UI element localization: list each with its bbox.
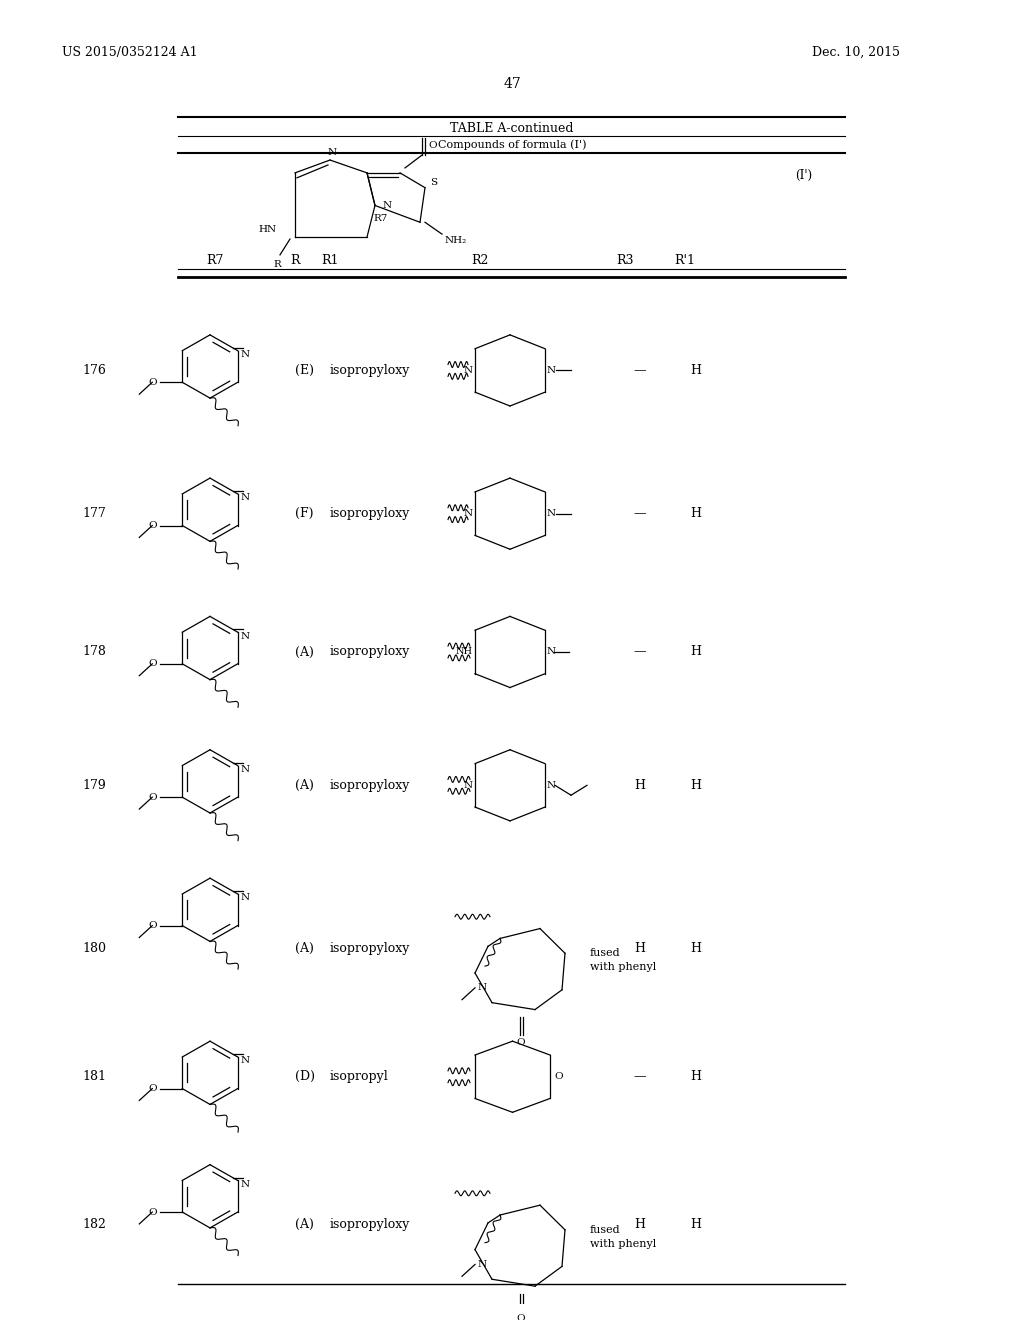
Text: N: N [241, 350, 250, 359]
Text: H: H [635, 1218, 645, 1232]
Text: 182: 182 [82, 1218, 105, 1232]
Text: isopropyloxy: isopropyloxy [330, 779, 411, 792]
Text: O: O [517, 1038, 525, 1047]
Text: with phenyl: with phenyl [590, 1238, 656, 1249]
Text: 178: 178 [82, 645, 105, 659]
Text: (A): (A) [295, 645, 314, 659]
Text: N: N [547, 510, 556, 519]
Text: (I'): (I') [795, 169, 812, 182]
Text: —: — [634, 1071, 646, 1084]
Text: N: N [547, 366, 556, 375]
Text: isopropyloxy: isopropyloxy [330, 645, 411, 659]
Text: N: N [328, 148, 337, 157]
Text: isopropyl: isopropyl [330, 1071, 389, 1084]
Text: —: — [634, 645, 646, 659]
Text: H: H [690, 779, 701, 792]
Text: N: N [464, 781, 473, 789]
Text: O: O [554, 1072, 562, 1081]
Text: isopropyloxy: isopropyloxy [330, 942, 411, 954]
Text: (A): (A) [295, 1218, 314, 1232]
Text: S: S [430, 178, 437, 187]
Text: (F): (F) [295, 507, 313, 520]
Text: with phenyl: with phenyl [590, 962, 656, 972]
Text: N: N [241, 1180, 250, 1189]
Text: R7: R7 [373, 214, 387, 223]
Text: NH₂: NH₂ [445, 235, 467, 244]
Text: isopropyloxy: isopropyloxy [330, 507, 411, 520]
Text: R: R [290, 255, 300, 267]
Text: (A): (A) [295, 779, 314, 792]
Text: 47: 47 [503, 77, 521, 91]
Text: (D): (D) [295, 1071, 315, 1084]
Text: Compounds of formula (I'): Compounds of formula (I') [437, 140, 587, 150]
Text: R'1: R'1 [675, 255, 695, 267]
Text: N: N [477, 1259, 486, 1269]
Text: R1: R1 [322, 255, 339, 267]
Text: N: N [464, 510, 473, 519]
Text: H: H [635, 779, 645, 792]
Text: (E): (E) [295, 364, 314, 378]
Text: isopropyloxy: isopropyloxy [330, 1218, 411, 1232]
Text: H: H [690, 645, 701, 659]
Text: O: O [148, 921, 158, 931]
Text: N: N [477, 983, 486, 993]
Text: R3: R3 [616, 255, 634, 267]
Text: R7: R7 [206, 255, 223, 267]
Text: N: N [241, 894, 250, 903]
Text: O: O [428, 141, 436, 149]
Text: N: N [547, 648, 556, 656]
Text: O: O [148, 659, 158, 668]
Text: H: H [690, 364, 701, 378]
Text: TABLE A-continued: TABLE A-continued [451, 121, 573, 135]
Text: 176: 176 [82, 364, 105, 378]
Text: fused: fused [590, 1225, 621, 1236]
Text: N: N [383, 201, 392, 210]
Text: H: H [690, 1071, 701, 1084]
Text: O: O [148, 1208, 158, 1217]
Text: N: N [241, 494, 250, 503]
Text: N: N [547, 781, 556, 789]
Text: (A): (A) [295, 942, 314, 954]
Text: US 2015/0352124 A1: US 2015/0352124 A1 [62, 46, 198, 59]
Text: N: N [241, 766, 250, 774]
Text: N: N [241, 632, 250, 640]
Text: 177: 177 [82, 507, 105, 520]
Text: O: O [517, 1315, 525, 1320]
Text: H: H [690, 942, 701, 954]
Text: H: H [635, 942, 645, 954]
Text: fused: fused [590, 948, 621, 958]
Text: —: — [634, 364, 646, 378]
Text: N: N [464, 366, 473, 375]
Text: O: O [148, 378, 158, 387]
Text: Dec. 10, 2015: Dec. 10, 2015 [812, 46, 900, 59]
Text: H: H [690, 1218, 701, 1232]
Text: O: O [148, 521, 158, 531]
Text: O: O [148, 1084, 158, 1093]
Text: NH: NH [456, 648, 473, 656]
Text: 181: 181 [82, 1071, 106, 1084]
Text: H: H [690, 507, 701, 520]
Text: 180: 180 [82, 942, 106, 954]
Text: 179: 179 [82, 779, 105, 792]
Text: R2: R2 [471, 255, 488, 267]
Text: O: O [148, 793, 158, 801]
Text: R: R [273, 260, 281, 269]
Text: N: N [241, 1056, 250, 1065]
Text: HN: HN [259, 224, 278, 234]
Text: —: — [634, 507, 646, 520]
Text: isopropyloxy: isopropyloxy [330, 364, 411, 378]
